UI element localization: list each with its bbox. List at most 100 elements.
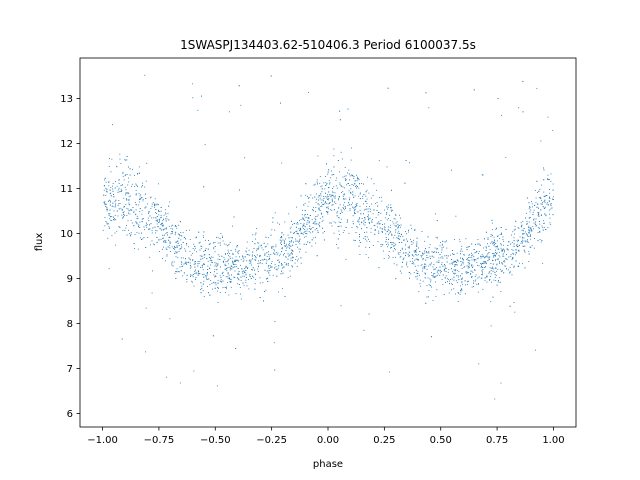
data-point <box>168 239 170 241</box>
data-point <box>316 255 318 257</box>
data-point <box>289 241 291 243</box>
data-point <box>359 234 360 235</box>
data-point <box>358 245 360 247</box>
data-point <box>160 207 162 208</box>
data-point <box>168 225 170 227</box>
data-point <box>274 263 276 265</box>
data-point <box>525 241 527 243</box>
data-point <box>202 269 204 271</box>
data-point <box>508 241 510 243</box>
data-point <box>162 224 164 226</box>
data-point <box>231 268 233 270</box>
data-point <box>474 252 476 254</box>
data-point <box>323 195 324 197</box>
data-point <box>499 262 500 264</box>
data-point <box>549 200 550 202</box>
data-point <box>398 235 400 237</box>
data-point <box>183 263 185 265</box>
data-point <box>336 215 338 217</box>
data-point <box>337 238 339 240</box>
data-point <box>335 185 337 187</box>
data-point <box>227 245 229 247</box>
data-point <box>448 292 450 294</box>
data-point <box>128 210 130 212</box>
data-point <box>377 222 379 224</box>
data-point <box>359 193 361 195</box>
data-point <box>326 196 328 198</box>
data-point <box>391 234 393 236</box>
x-tick-label: −0.50 <box>200 435 231 446</box>
data-point <box>326 207 328 209</box>
data-point <box>162 229 164 231</box>
data-point <box>402 258 404 260</box>
data-point <box>389 219 391 221</box>
data-point <box>215 284 217 286</box>
data-point <box>230 278 232 280</box>
data-point <box>417 273 419 274</box>
data-point <box>446 257 448 259</box>
data-point <box>315 201 317 203</box>
data-point <box>421 264 423 265</box>
data-point <box>545 206 546 208</box>
x-axis-label: phase <box>313 459 343 470</box>
data-point <box>319 217 321 219</box>
data-point <box>277 252 279 254</box>
data-point <box>467 284 468 286</box>
data-point <box>540 197 542 199</box>
data-point <box>194 261 196 263</box>
data-point <box>302 204 304 206</box>
data-point <box>416 241 418 243</box>
data-point <box>388 204 390 206</box>
data-point <box>110 192 112 194</box>
data-point <box>453 272 455 274</box>
data-point <box>280 102 281 104</box>
data-point <box>500 244 502 246</box>
data-point <box>543 191 545 193</box>
data-point <box>178 224 180 226</box>
data-point <box>352 194 354 196</box>
data-point <box>216 266 218 268</box>
data-point <box>471 259 473 261</box>
data-point <box>151 292 153 294</box>
data-point <box>474 280 476 282</box>
data-point <box>389 256 391 258</box>
data-point <box>215 264 217 266</box>
data-point <box>338 198 340 200</box>
data-point <box>142 198 144 200</box>
data-point <box>312 223 314 224</box>
data-point <box>271 260 273 262</box>
data-point <box>552 199 554 200</box>
data-point <box>108 215 110 216</box>
data-point <box>169 201 171 203</box>
data-point <box>512 257 513 259</box>
data-point <box>384 229 386 231</box>
data-point <box>540 241 542 243</box>
data-point <box>391 244 393 245</box>
data-point <box>213 248 215 250</box>
data-point <box>304 229 306 231</box>
data-point <box>248 288 250 290</box>
data-point <box>485 256 487 257</box>
data-point <box>156 216 158 217</box>
data-point <box>205 248 207 250</box>
data-point <box>482 255 484 257</box>
data-point <box>328 208 329 210</box>
data-point <box>402 261 403 263</box>
data-point <box>331 198 333 200</box>
data-point <box>388 230 390 231</box>
data-point <box>321 205 323 207</box>
data-point <box>364 208 366 210</box>
data-point <box>503 255 505 257</box>
data-point <box>195 271 197 273</box>
data-point <box>520 222 522 224</box>
data-point <box>194 270 196 272</box>
data-point <box>227 259 229 261</box>
data-point <box>250 278 252 279</box>
data-point <box>238 250 240 252</box>
data-point <box>374 233 376 235</box>
data-point <box>513 233 515 235</box>
data-point <box>138 193 140 195</box>
data-point <box>415 269 417 271</box>
data-point <box>356 187 358 189</box>
data-point <box>528 253 530 255</box>
